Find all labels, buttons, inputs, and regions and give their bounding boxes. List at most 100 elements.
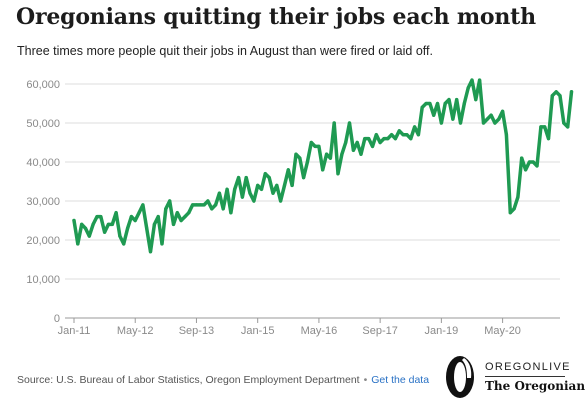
data-point bbox=[382, 137, 386, 141]
y-tick-label: 0 bbox=[54, 313, 60, 325]
data-point bbox=[363, 137, 367, 141]
data-point bbox=[76, 242, 80, 246]
data-point bbox=[325, 152, 329, 156]
x-axis-ticks: Jan-11 May-12 Sep-13 Jan-15 May-16 Sep-17 Jan-… bbox=[58, 318, 521, 337]
data-point bbox=[106, 222, 110, 226]
data-point bbox=[439, 121, 443, 125]
y-tick-label: 20,000 bbox=[26, 235, 60, 247]
chart-title: Oregonians quitting their jobs each mont… bbox=[16, 4, 536, 30]
data-point bbox=[118, 234, 122, 238]
data-point bbox=[160, 242, 164, 246]
data-point bbox=[191, 203, 195, 207]
data-point bbox=[401, 133, 405, 137]
get-the-data-link[interactable]: Get the data bbox=[371, 374, 430, 386]
brand-oregonian-text: The Oregonian bbox=[485, 379, 586, 393]
data-point bbox=[413, 125, 417, 129]
data-point bbox=[435, 101, 440, 106]
data-point bbox=[558, 94, 562, 98]
y-tick-label: 40,000 bbox=[26, 157, 60, 169]
data-point bbox=[305, 160, 309, 164]
data-point bbox=[501, 109, 505, 113]
data-point bbox=[497, 117, 501, 121]
data-point bbox=[164, 207, 168, 211]
oregonian-logo[interactable]: OREGONLIVE The Oregonian bbox=[443, 352, 585, 404]
data-point bbox=[489, 113, 493, 117]
y-tick-label: 50,000 bbox=[26, 118, 60, 130]
data-point bbox=[520, 156, 524, 160]
data-point bbox=[99, 215, 103, 219]
chart-footer: Source: U.S. Bureau of Labor Statistics,… bbox=[17, 374, 429, 386]
data-point bbox=[290, 183, 294, 187]
data-point bbox=[504, 133, 508, 137]
data-point bbox=[267, 176, 271, 180]
data-point bbox=[214, 203, 218, 207]
y-tick-label: 60,000 bbox=[26, 79, 60, 91]
data-point bbox=[80, 222, 84, 226]
data-point bbox=[229, 211, 233, 215]
data-point bbox=[355, 140, 359, 145]
data-point bbox=[393, 137, 397, 141]
data-point bbox=[462, 101, 466, 106]
data-point bbox=[550, 94, 554, 98]
data-point bbox=[168, 199, 172, 203]
data-point bbox=[458, 121, 463, 125]
x-tick-label: May-20 bbox=[484, 325, 521, 337]
oregonian-o-mark-icon bbox=[446, 356, 474, 398]
data-point bbox=[95, 215, 99, 219]
data-point bbox=[447, 98, 451, 102]
data-point bbox=[244, 176, 248, 180]
x-tick-label: Sep-13 bbox=[179, 325, 214, 337]
data-point bbox=[485, 117, 489, 121]
y-axis-ticks: 0 10,000 20,000 30,000 40,000 50,000 60,000 bbox=[26, 79, 60, 325]
x-tick-label: Sep-17 bbox=[362, 325, 397, 337]
data-point bbox=[317, 144, 321, 148]
data-point bbox=[233, 187, 237, 191]
data-point bbox=[367, 137, 371, 141]
data-point bbox=[481, 121, 486, 125]
data-point bbox=[466, 86, 470, 90]
data-point bbox=[294, 152, 298, 156]
data-point bbox=[122, 242, 126, 246]
data-point bbox=[344, 140, 348, 145]
data-point bbox=[512, 207, 516, 211]
data-point bbox=[562, 121, 566, 125]
data-point bbox=[210, 207, 214, 211]
data-point bbox=[171, 222, 176, 226]
series-line bbox=[72, 78, 574, 254]
data-point bbox=[328, 156, 332, 160]
data-point bbox=[451, 117, 455, 121]
data-point bbox=[110, 222, 114, 226]
data-point bbox=[443, 101, 447, 106]
data-point bbox=[432, 113, 436, 117]
data-point bbox=[516, 195, 520, 199]
data-point bbox=[103, 230, 107, 234]
data-point bbox=[347, 121, 352, 125]
data-point bbox=[416, 133, 420, 137]
data-point bbox=[374, 133, 378, 137]
data-point bbox=[386, 137, 390, 141]
data-point bbox=[455, 98, 459, 102]
data-point bbox=[474, 98, 478, 102]
data-point bbox=[554, 90, 558, 94]
brand-oregonlive-text: OREGONLIVE bbox=[485, 361, 571, 373]
data-point bbox=[183, 215, 187, 219]
x-tick-label: Jan-19 bbox=[425, 325, 459, 337]
data-point bbox=[175, 211, 179, 215]
data-point bbox=[87, 234, 91, 238]
data-point bbox=[420, 105, 424, 109]
chart-subtitle: Three times more people quit their jobs … bbox=[17, 44, 433, 58]
data-point bbox=[271, 191, 275, 195]
data-point bbox=[133, 218, 137, 223]
data-point bbox=[114, 211, 118, 215]
data-point bbox=[409, 137, 413, 141]
data-point bbox=[428, 101, 432, 106]
x-tick-label: Jan-15 bbox=[241, 325, 275, 337]
data-point bbox=[137, 211, 141, 215]
data-point bbox=[524, 168, 528, 172]
data-point bbox=[405, 133, 409, 137]
data-point bbox=[83, 226, 88, 230]
data-point bbox=[145, 226, 149, 230]
data-point bbox=[566, 125, 570, 129]
data-point bbox=[378, 140, 382, 145]
